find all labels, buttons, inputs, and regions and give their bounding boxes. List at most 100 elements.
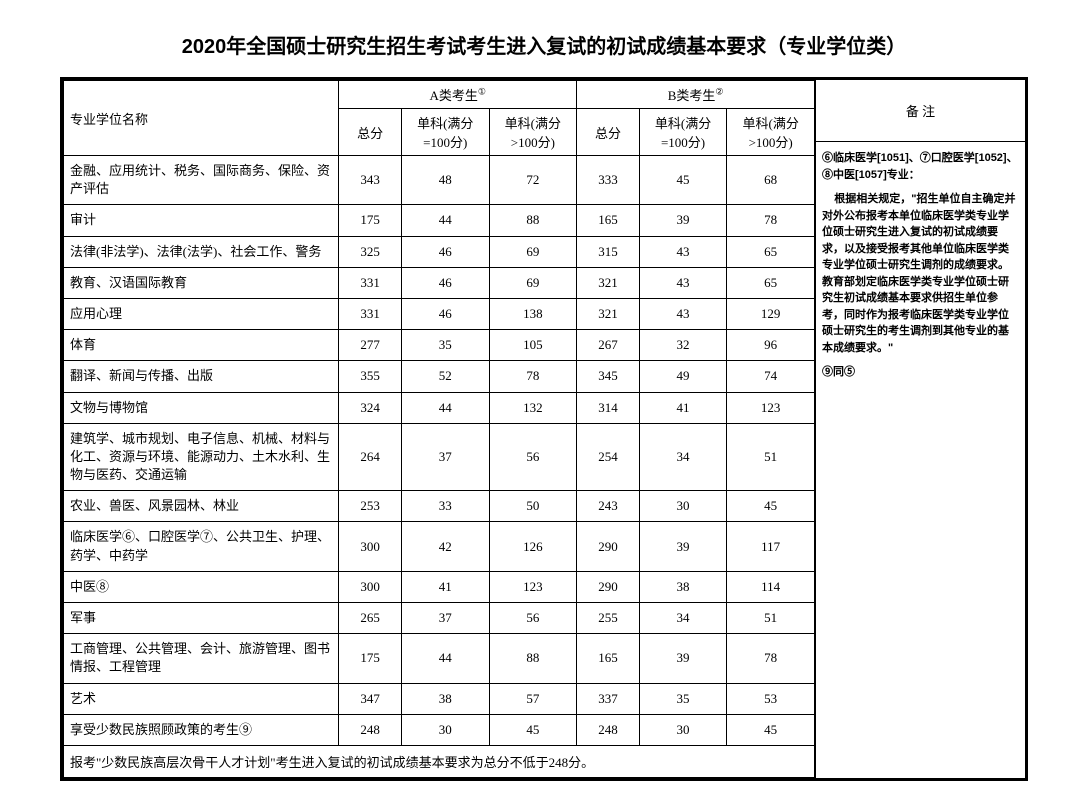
row-name: 农业、兽医、风景园林、林业: [64, 491, 339, 522]
row-a-1: 37: [401, 423, 489, 491]
row-b-0: 333: [577, 156, 640, 205]
row-name: 建筑学、城市规划、电子信息、机械、材料与化工、资源与环境、能源动力、土木水利、生…: [64, 423, 339, 491]
row-b-1: 43: [639, 267, 727, 298]
row-a-1: 46: [401, 267, 489, 298]
table-row: 建筑学、城市规划、电子信息、机械、材料与化工、资源与环境、能源动力、土木水利、生…: [64, 423, 815, 491]
row-name: 中医⑧: [64, 571, 339, 602]
row-b-0: 337: [577, 683, 640, 714]
table-row: 体育277351052673296: [64, 330, 815, 361]
row-b-0: 255: [577, 603, 640, 634]
row-name: 文物与博物馆: [64, 392, 339, 423]
row-a-1: 41: [401, 571, 489, 602]
table-row: 艺术34738573373553: [64, 683, 815, 714]
row-a-1: 33: [401, 491, 489, 522]
header-group-a: A类考生①: [339, 81, 577, 109]
row-b-2: 117: [727, 522, 815, 571]
row-name: 翻译、新闻与传播、出版: [64, 361, 339, 392]
row-b-0: 321: [577, 298, 640, 329]
notes-section: 备 注 ⑥临床医学[1051]、⑦口腔医学[1052]、⑧中医[1057]专业：…: [815, 80, 1025, 778]
row-a-0: 175: [339, 634, 402, 683]
row-a-0: 331: [339, 298, 402, 329]
row-b-0: 248: [577, 714, 640, 745]
row-a-0: 264: [339, 423, 402, 491]
table-row: 应用心理3314613832143129: [64, 298, 815, 329]
header-a-sub100: 单科(满分=100分): [401, 109, 489, 156]
row-a-1: 42: [401, 522, 489, 571]
header-group-b: B类考生②: [577, 81, 815, 109]
row-name: 审计: [64, 205, 339, 236]
row-name: 金融、应用统计、税务、国际商务、保险、资产评估: [64, 156, 339, 205]
row-b-2: 78: [727, 634, 815, 683]
row-b-1: 30: [639, 491, 727, 522]
header-a-total: 总分: [339, 109, 402, 156]
row-b-0: 345: [577, 361, 640, 392]
row-a-0: 331: [339, 267, 402, 298]
row-b-1: 32: [639, 330, 727, 361]
row-b-0: 165: [577, 634, 640, 683]
row-a-2: 132: [489, 392, 577, 423]
main-container: 专业学位名称 A类考生① B类考生② 总分 单科(满分=100分) 单科(满分>…: [60, 77, 1028, 781]
row-b-2: 74: [727, 361, 815, 392]
row-a-0: 300: [339, 522, 402, 571]
row-a-1: 46: [401, 298, 489, 329]
row-a-0: 175: [339, 205, 402, 236]
row-a-2: 45: [489, 714, 577, 745]
row-b-1: 34: [639, 423, 727, 491]
row-a-2: 105: [489, 330, 577, 361]
row-b-2: 129: [727, 298, 815, 329]
row-b-2: 78: [727, 205, 815, 236]
row-a-1: 37: [401, 603, 489, 634]
row-b-2: 65: [727, 236, 815, 267]
row-a-1: 44: [401, 392, 489, 423]
row-b-0: 165: [577, 205, 640, 236]
row-b-0: 267: [577, 330, 640, 361]
header-b-sub100: 单科(满分=100分): [639, 109, 727, 156]
row-b-2: 51: [727, 423, 815, 491]
row-a-0: 355: [339, 361, 402, 392]
row-a-2: 123: [489, 571, 577, 602]
row-a-0: 248: [339, 714, 402, 745]
row-b-1: 39: [639, 522, 727, 571]
row-a-0: 347: [339, 683, 402, 714]
row-a-1: 44: [401, 634, 489, 683]
row-a-1: 46: [401, 236, 489, 267]
table-row: 临床医学⑥、口腔医学⑦、公共卫生、护理、药学、中药学30042126290391…: [64, 522, 815, 571]
row-a-2: 88: [489, 634, 577, 683]
header-b-total: 总分: [577, 109, 640, 156]
row-a-1: 52: [401, 361, 489, 392]
notes-header: 备 注: [816, 80, 1025, 142]
row-b-0: 315: [577, 236, 640, 267]
row-a-1: 35: [401, 330, 489, 361]
row-b-1: 34: [639, 603, 727, 634]
row-a-2: 56: [489, 603, 577, 634]
row-name: 应用心理: [64, 298, 339, 329]
row-b-1: 35: [639, 683, 727, 714]
table-row: 工商管理、公共管理、会计、旅游管理、图书情报、工程管理1754488165397…: [64, 634, 815, 683]
row-b-2: 65: [727, 267, 815, 298]
table-row: 法律(非法学)、法律(法学)、社会工作、警务32546693154365: [64, 236, 815, 267]
row-b-2: 96: [727, 330, 815, 361]
row-a-2: 69: [489, 267, 577, 298]
row-name: 教育、汉语国际教育: [64, 267, 339, 298]
row-b-2: 114: [727, 571, 815, 602]
table-row: 享受少数民族照顾政策的考生⑨24830452483045: [64, 714, 815, 745]
row-name: 艺术: [64, 683, 339, 714]
row-a-0: 325: [339, 236, 402, 267]
row-a-0: 277: [339, 330, 402, 361]
row-a-2: 78: [489, 361, 577, 392]
row-a-0: 253: [339, 491, 402, 522]
row-a-2: 88: [489, 205, 577, 236]
row-a-2: 126: [489, 522, 577, 571]
row-name: 体育: [64, 330, 339, 361]
notes-body: ⑥临床医学[1051]、⑦口腔医学[1052]、⑧中医[1057]专业： 根据相…: [816, 142, 1025, 397]
row-b-2: 51: [727, 603, 815, 634]
row-a-0: 324: [339, 392, 402, 423]
row-a-2: 57: [489, 683, 577, 714]
table-row: 教育、汉语国际教育33146693214365: [64, 267, 815, 298]
row-a-2: 56: [489, 423, 577, 491]
footer-row: 报考"少数民族高层次骨干人才计划"考生进入复试的初试成绩基本要求为总分不低于24…: [64, 745, 815, 777]
row-a-1: 44: [401, 205, 489, 236]
notes-line1: ⑥临床医学[1051]、⑦口腔医学[1052]、⑧中医[1057]专业：: [822, 150, 1019, 183]
row-b-1: 38: [639, 571, 727, 602]
score-table: 专业学位名称 A类考生① B类考生② 总分 单科(满分=100分) 单科(满分>…: [63, 80, 815, 778]
